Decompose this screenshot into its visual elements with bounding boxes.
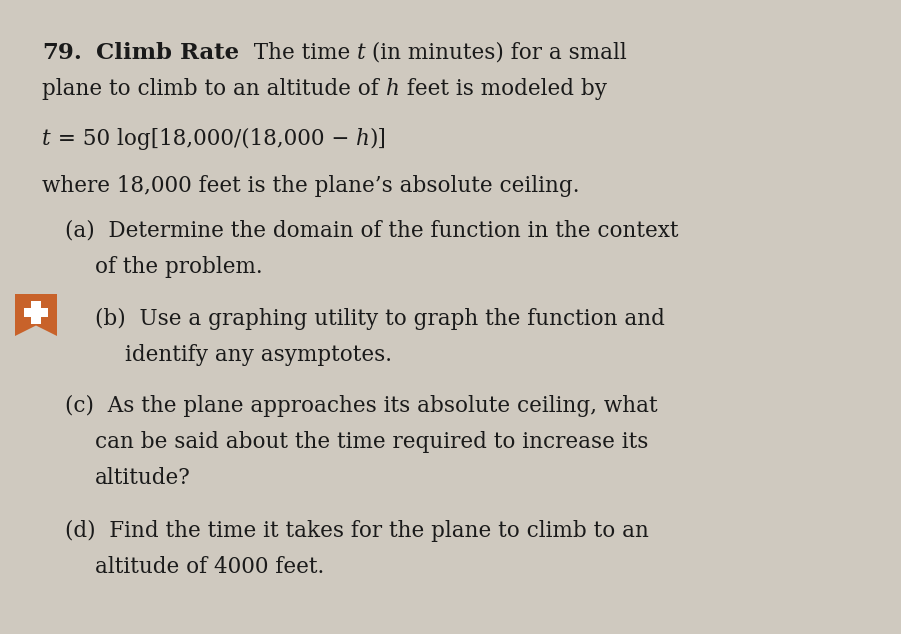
- Text: of the problem.: of the problem.: [95, 256, 262, 278]
- Bar: [24, 308, 48, 317]
- Text: 79.: 79.: [42, 42, 82, 64]
- Text: (d)  Find the time it takes for the plane to climb to an: (d) Find the time it takes for the plane…: [65, 520, 649, 542]
- Text: )]: )]: [369, 128, 387, 150]
- Text: = 50 log[18,000/(18,000 −: = 50 log[18,000/(18,000 −: [50, 128, 356, 150]
- Text: altitude of 4000 feet.: altitude of 4000 feet.: [95, 556, 324, 578]
- Text: (b)  Use a graphing utility to graph the function and: (b) Use a graphing utility to graph the …: [95, 308, 665, 330]
- Text: (c)  As the plane approaches its absolute ceiling, what: (c) As the plane approaches its absolute…: [65, 395, 658, 417]
- Text: plane to climb to an altitude of: plane to climb to an altitude of: [42, 78, 386, 100]
- Text: can be said about the time required to increase its: can be said about the time required to i…: [95, 431, 649, 453]
- Text: The time: The time: [240, 42, 357, 64]
- Bar: [32, 301, 41, 324]
- Text: where 18,000 feet is the plane’s absolute ceiling.: where 18,000 feet is the plane’s absolut…: [42, 175, 579, 197]
- Text: (in minutes) for a small: (in minutes) for a small: [365, 42, 627, 64]
- Text: h: h: [356, 128, 369, 150]
- Text: Climb Rate: Climb Rate: [96, 42, 240, 64]
- Text: h: h: [386, 78, 399, 100]
- Bar: [15, 294, 57, 336]
- Text: (a)  Determine the domain of the function in the context: (a) Determine the domain of the function…: [65, 220, 678, 242]
- Text: altitude?: altitude?: [95, 467, 191, 489]
- Text: t: t: [357, 42, 365, 64]
- Polygon shape: [15, 325, 57, 336]
- Text: feet is modeled by: feet is modeled by: [399, 78, 606, 100]
- Text: t: t: [42, 128, 50, 150]
- Text: identify any asymptotes.: identify any asymptotes.: [125, 344, 392, 366]
